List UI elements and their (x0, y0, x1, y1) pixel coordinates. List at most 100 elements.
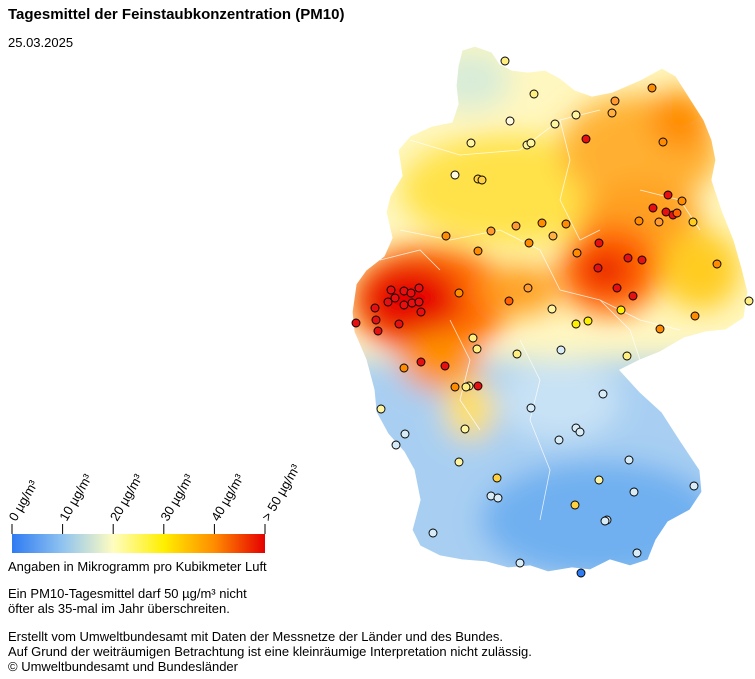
station-marker (370, 303, 380, 313)
station-marker (610, 96, 620, 106)
station-marker (571, 110, 581, 120)
limit-note-line-2: öfter als 35-mal im Jahr überschreiten. (8, 601, 230, 616)
station-marker (744, 296, 754, 306)
station-marker (416, 307, 426, 317)
legend-tick-label: 0 µg/m³ (6, 477, 41, 523)
station-marker (441, 231, 451, 241)
station-marker (598, 389, 608, 399)
station-marker (511, 221, 521, 231)
station-marker (600, 516, 610, 526)
station-marker (371, 315, 381, 325)
station-marker (554, 435, 564, 445)
station-marker (622, 351, 632, 361)
station-marker (547, 304, 557, 314)
station-marker (454, 457, 464, 467)
station-marker (550, 119, 560, 129)
legend-tick-label: > 50 µg/m³ (259, 461, 304, 523)
station-marker (505, 116, 515, 126)
station-marker (576, 568, 586, 578)
germany-pm10-map (351, 45, 754, 578)
footer-line-2: Auf Grund der weiträumigen Betrachtung i… (8, 644, 532, 659)
station-marker (416, 357, 426, 367)
station-marker (524, 238, 534, 248)
station-marker (583, 316, 593, 326)
station-marker (647, 83, 657, 93)
station-marker (688, 217, 698, 227)
station-marker (400, 429, 410, 439)
station-marker (450, 170, 460, 180)
station-marker (492, 473, 502, 483)
station-marker (526, 403, 536, 413)
station-marker (632, 548, 642, 558)
station-marker (654, 217, 664, 227)
station-marker (571, 319, 581, 329)
station-marker (655, 324, 665, 334)
station-marker (473, 381, 483, 391)
station-marker (556, 345, 566, 355)
station-marker (637, 255, 647, 265)
station-marker (461, 382, 471, 392)
station-marker (634, 216, 644, 226)
legend-tick-label: 40 µg/m³ (208, 471, 247, 524)
station-marker (689, 481, 699, 491)
station-marker (486, 226, 496, 236)
station-marker (440, 361, 450, 371)
station-marker (450, 382, 460, 392)
station-marker (526, 138, 536, 148)
station-marker (672, 208, 682, 218)
station-marker (351, 318, 361, 328)
legend-units-note: Angaben in Mikrogramm pro Kubikmeter Luf… (8, 559, 267, 574)
station-marker (376, 404, 386, 414)
station-marker (529, 89, 539, 99)
map-date: 25.03.2025 (8, 35, 74, 50)
limit-note-line-1: Ein PM10-Tagesmittel darf 50 µg/m³ nicht (8, 586, 247, 601)
station-marker (594, 238, 604, 248)
station-marker (629, 487, 639, 497)
station-marker (623, 253, 633, 263)
footer-line-1: Erstellt vom Umweltbundesamt mit Daten d… (8, 629, 503, 644)
station-marker (572, 248, 582, 258)
station-marker (548, 231, 558, 241)
legend-tick-label: 20 µg/m³ (107, 471, 146, 524)
station-marker (460, 424, 470, 434)
station-marker (712, 259, 722, 269)
station-marker (468, 333, 478, 343)
station-marker (414, 283, 424, 293)
legend-tick-label: 10 µg/m³ (56, 471, 95, 524)
station-marker (690, 311, 700, 321)
station-marker (616, 305, 626, 315)
station-marker (648, 203, 658, 213)
station-marker (493, 493, 503, 503)
station-marker (386, 285, 396, 295)
station-marker (663, 190, 673, 200)
station-marker (399, 363, 409, 373)
station-marker (523, 283, 533, 293)
station-marker (624, 455, 634, 465)
station-marker (570, 500, 580, 510)
station-marker (406, 288, 416, 298)
station-marker (575, 427, 585, 437)
station-marker (466, 138, 476, 148)
station-marker (537, 218, 547, 228)
station-marker (581, 134, 591, 144)
station-marker (515, 558, 525, 568)
station-marker (607, 108, 617, 118)
color-legend: 0 µg/m³ 10 µg/m³ 20 µg/m³ 30 µg/m³ 40 µg/m³ >… (6, 461, 304, 553)
station-marker (561, 219, 571, 229)
footer-line-3: © Umweltbundesamt und Bundesländer (8, 659, 238, 674)
limit-note: Ein PM10-Tagesmittel darf 50 µg/m³ nicht… (8, 586, 247, 616)
station-marker (414, 297, 424, 307)
station-marker (383, 297, 393, 307)
station-marker (512, 349, 522, 359)
station-marker (373, 326, 383, 336)
legend-color-bar (12, 534, 265, 553)
station-markers (351, 56, 754, 578)
map-title: Tagesmittel der Feinstaubkonzentration (… (8, 6, 345, 23)
station-marker (500, 56, 510, 66)
station-marker (504, 296, 514, 306)
station-marker (390, 293, 400, 303)
footer-credits: Erstellt vom Umweltbundesamt mit Daten d… (8, 629, 532, 674)
station-marker (472, 344, 482, 354)
station-marker (477, 175, 487, 185)
station-marker (399, 300, 409, 310)
